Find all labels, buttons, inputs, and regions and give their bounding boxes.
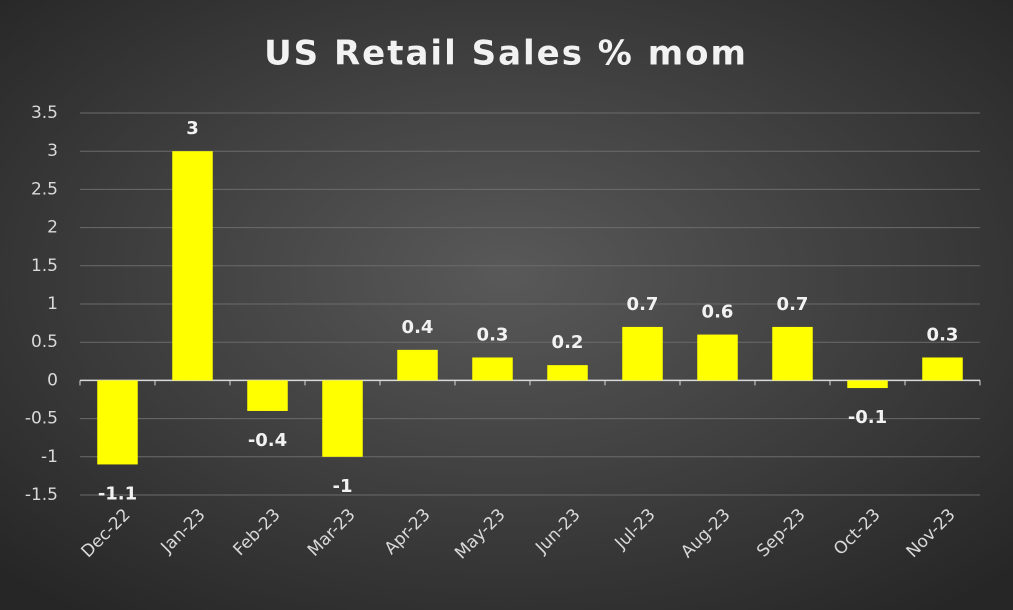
- value-label: -1.1: [98, 483, 137, 504]
- bar: [247, 380, 288, 411]
- value-label: 0.2: [552, 332, 584, 353]
- y-tick-label: 2.5: [31, 179, 58, 199]
- y-tick-label: 1: [47, 294, 58, 314]
- bar: [97, 380, 138, 465]
- value-label: 0.3: [477, 324, 509, 345]
- y-tick-label: 0.5: [31, 332, 58, 352]
- value-label: -0.4: [248, 430, 287, 451]
- y-tick-label: 1.5: [31, 256, 58, 276]
- bar: [772, 326, 813, 381]
- bar: [622, 326, 663, 381]
- bar: [922, 357, 963, 381]
- chart-title: US Retail Sales % mom: [264, 34, 748, 74]
- value-label: 3: [186, 118, 199, 139]
- y-tick-label: 0: [47, 370, 58, 390]
- y-tick-label: -0.5: [25, 409, 58, 429]
- bar: [172, 151, 213, 381]
- value-label: -0.1: [848, 407, 887, 428]
- y-tick-label: -1.5: [25, 485, 58, 505]
- value-label: 0.7: [627, 294, 659, 315]
- y-tick-label: 3: [47, 141, 58, 161]
- value-label: -1: [333, 476, 353, 497]
- bar: [547, 365, 588, 381]
- bar: [322, 380, 363, 457]
- bar: [397, 349, 438, 381]
- bar: [472, 357, 513, 381]
- value-label: 0.6: [702, 302, 734, 323]
- value-label: 0.7: [777, 294, 809, 315]
- bar: [847, 380, 888, 389]
- value-label: 0.3: [927, 324, 959, 345]
- value-label: 0.4: [402, 317, 434, 338]
- y-tick-label: -1: [41, 447, 58, 467]
- bar: [697, 334, 738, 381]
- y-tick-label: 2: [47, 218, 58, 238]
- y-tick-label: 3.5: [31, 103, 58, 123]
